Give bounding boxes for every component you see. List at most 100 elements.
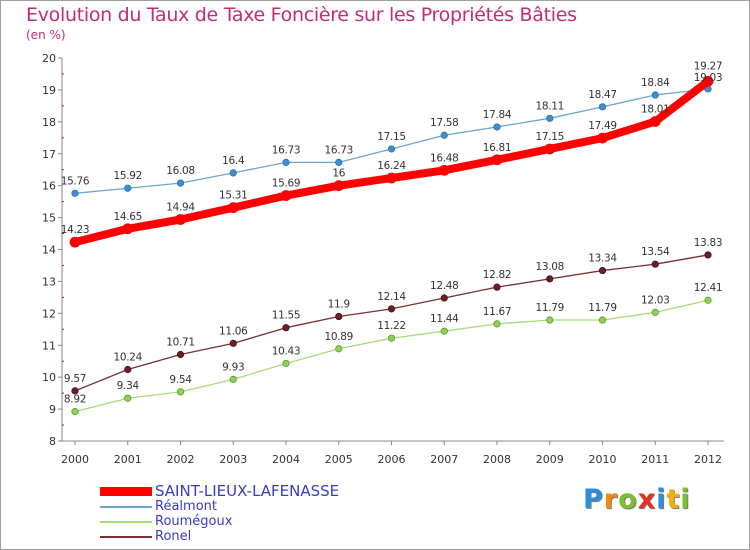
data-point xyxy=(229,339,237,347)
y-tick-label: 12 xyxy=(42,307,56,320)
data-label: 10.71 xyxy=(166,337,195,349)
data-point xyxy=(598,103,607,111)
data-label: 16.48 xyxy=(430,152,459,164)
data-label: 11.9 xyxy=(328,299,350,311)
data-label: 9.54 xyxy=(169,374,192,386)
data-point xyxy=(333,180,345,192)
data-point xyxy=(71,408,79,416)
data-label: 13.34 xyxy=(588,253,617,265)
data-label: 19.03 xyxy=(694,72,723,84)
logo-letter: i xyxy=(680,484,691,515)
data-label: 15.92 xyxy=(113,170,142,182)
x-tick-label: 2005 xyxy=(325,453,353,466)
data-point xyxy=(387,305,396,313)
data-point xyxy=(124,394,132,402)
data-point xyxy=(176,179,185,187)
data-point xyxy=(546,316,554,324)
data-label: 12.41 xyxy=(694,282,723,294)
data-point xyxy=(493,123,501,131)
data-label: 11.79 xyxy=(588,302,617,314)
data-label: 9.93 xyxy=(222,361,244,373)
y-tick-label: 9 xyxy=(49,403,56,416)
legend-swatch xyxy=(100,521,152,523)
data-label: 14.23 xyxy=(61,224,90,236)
data-point xyxy=(280,190,292,201)
data-label: 11.06 xyxy=(219,325,248,337)
series-roum-goux xyxy=(71,296,712,416)
data-label: 17.84 xyxy=(483,109,512,121)
data-label: 10.89 xyxy=(324,331,353,343)
logo-letter: i xyxy=(656,484,667,515)
data-label: 12.48 xyxy=(430,280,459,292)
data-point xyxy=(597,132,608,144)
data-label: 16.08 xyxy=(166,165,195,177)
x-tick-label: 2006 xyxy=(378,453,406,466)
data-label: 17.15 xyxy=(377,131,406,143)
data-point xyxy=(598,266,607,275)
data-point xyxy=(124,184,132,192)
data-label: 8.92 xyxy=(64,394,86,406)
y-tick-label: 10 xyxy=(42,371,56,384)
x-tick-label: 2003 xyxy=(219,453,247,466)
data-label: 9.57 xyxy=(64,373,86,385)
data-point xyxy=(335,158,343,166)
data-point xyxy=(229,169,237,177)
x-tick-label: 2007 xyxy=(430,453,458,466)
data-label: 17.58 xyxy=(430,117,459,129)
data-label: 9.34 xyxy=(117,380,140,392)
data-point xyxy=(651,308,659,316)
data-point xyxy=(124,365,132,374)
legend-label: Réalmont xyxy=(155,499,217,514)
logo-letter: r xyxy=(603,484,619,515)
legend-label: Roumégoux xyxy=(155,514,233,529)
data-point xyxy=(702,75,714,87)
chart-unit-label: (en %) xyxy=(26,28,66,42)
data-label: 16 xyxy=(332,168,345,180)
x-tick-label: 2011 xyxy=(641,453,669,466)
data-label: 18.01 xyxy=(641,104,670,116)
data-point xyxy=(227,202,239,214)
data-label: 14.94 xyxy=(166,201,195,213)
legend-swatch xyxy=(100,536,152,538)
data-label: 11.44 xyxy=(430,313,459,325)
y-tick-label: 14 xyxy=(42,244,56,257)
series-ronel xyxy=(71,251,712,395)
data-point xyxy=(229,375,237,384)
data-label: 17.15 xyxy=(535,131,564,143)
logo-letter: o xyxy=(618,484,638,515)
data-point xyxy=(69,236,81,248)
x-tick-label: 2004 xyxy=(272,453,300,466)
data-point xyxy=(175,214,186,225)
data-point xyxy=(71,189,79,197)
data-label: 14.65 xyxy=(113,211,142,223)
data-point xyxy=(335,345,343,353)
data-label: 10.43 xyxy=(272,345,301,357)
y-tick-label: 15 xyxy=(42,212,56,225)
data-label: 16.81 xyxy=(483,142,512,154)
data-point xyxy=(649,116,661,127)
y-tick-label: 8 xyxy=(49,435,56,448)
data-point xyxy=(544,143,556,155)
data-point xyxy=(438,164,450,176)
data-point xyxy=(493,283,501,291)
series-r-almont xyxy=(71,85,712,197)
data-point xyxy=(122,223,134,235)
data-label: 11.67 xyxy=(483,306,512,318)
y-tick-label: 18 xyxy=(42,116,56,129)
data-label: 16.4 xyxy=(222,155,245,167)
data-point xyxy=(282,359,290,368)
series-saint-lieux-lafenasse xyxy=(69,75,714,248)
logo-letter: x xyxy=(637,484,657,515)
logo-letter: P xyxy=(583,484,604,515)
data-point xyxy=(651,260,659,268)
data-label: 13.54 xyxy=(641,246,670,258)
data-point xyxy=(440,131,448,139)
data-label: 19.27 xyxy=(694,60,723,72)
data-point xyxy=(704,251,712,259)
data-label: 15.31 xyxy=(219,190,248,202)
data-point xyxy=(387,334,396,342)
y-tick-label: 13 xyxy=(42,275,56,288)
data-point xyxy=(546,114,554,122)
data-point xyxy=(386,172,397,184)
